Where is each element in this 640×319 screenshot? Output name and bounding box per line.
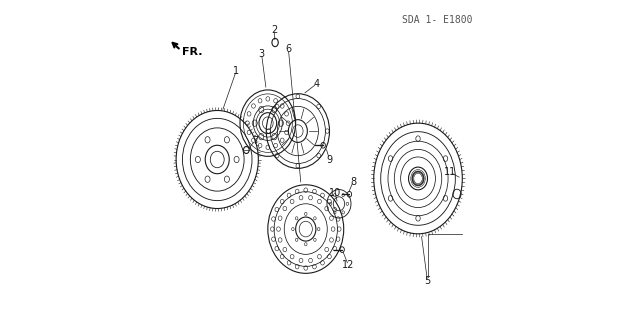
Text: 9: 9	[326, 154, 333, 165]
Text: 10: 10	[329, 188, 341, 198]
Text: 5: 5	[424, 276, 431, 286]
Text: 7: 7	[252, 136, 259, 145]
Text: 11: 11	[444, 167, 456, 177]
Text: 3: 3	[259, 48, 264, 59]
Text: 6: 6	[285, 44, 291, 54]
Text: 8: 8	[350, 177, 356, 187]
Text: 2: 2	[271, 25, 277, 35]
Text: 4: 4	[314, 78, 320, 89]
Text: 1: 1	[233, 66, 239, 76]
Text: 12: 12	[342, 260, 355, 271]
Text: FR.: FR.	[182, 47, 203, 57]
Text: SDA 1- E1800: SDA 1- E1800	[402, 15, 472, 26]
